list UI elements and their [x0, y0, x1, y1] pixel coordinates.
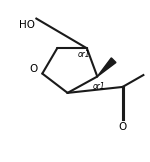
- Text: O: O: [118, 122, 127, 132]
- Polygon shape: [97, 58, 116, 76]
- Text: O: O: [29, 64, 38, 74]
- Text: or1: or1: [93, 82, 105, 91]
- Text: or1: or1: [78, 50, 91, 59]
- Text: HO: HO: [20, 20, 35, 29]
